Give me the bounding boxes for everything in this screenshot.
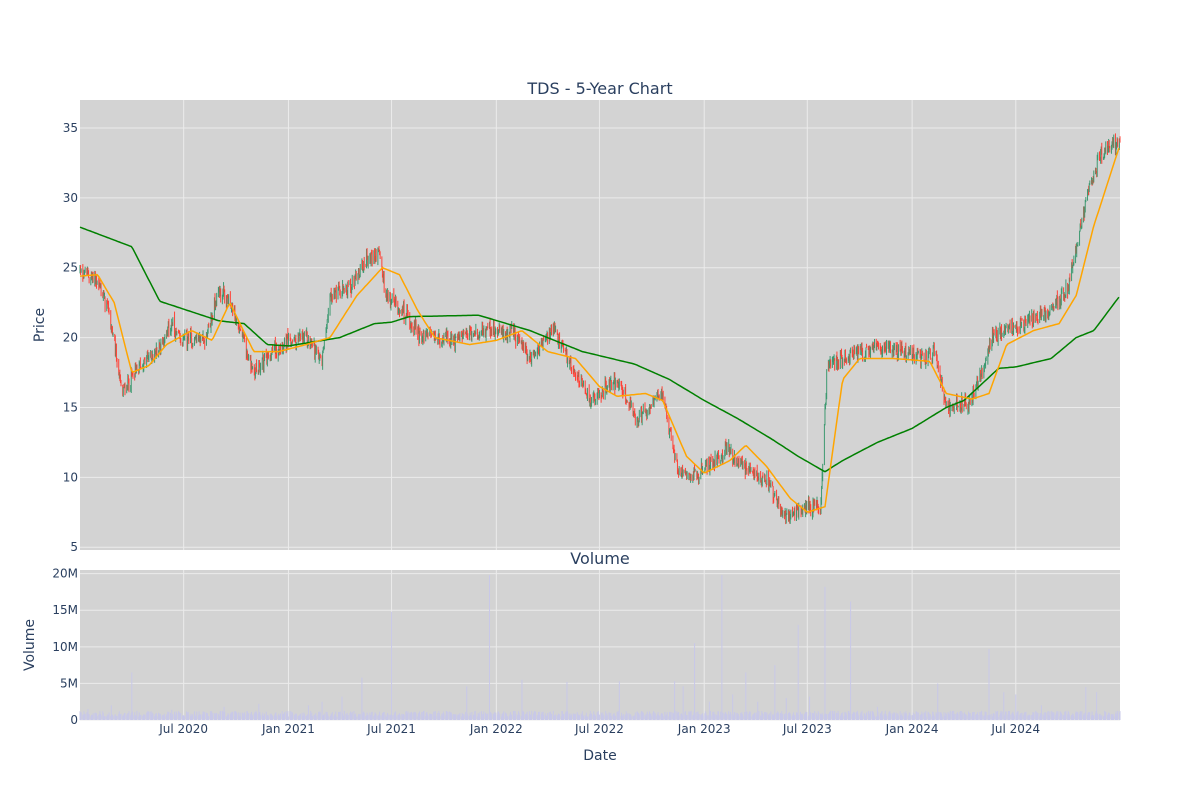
volume-x-ticks: Jul 2020 Jan 2021 Jul 2021 Jan 2022 Jul 2022… [158,722,1040,736]
volume-chart-title: Volume [570,549,630,568]
price-y-tick-label: 15 [63,400,78,414]
price-lines [79,147,1120,513]
volume-y-tick-label: 20M [52,567,78,581]
volume-gridlines [80,570,1120,721]
x-tick-label: Jul 2023 [782,722,832,736]
short-moving-average-line [79,147,1120,513]
volume-y-tick-label: 10M [52,640,78,654]
price-y-tick-label: 10 [63,470,78,484]
volume-y-tick-label: 5M [60,676,78,690]
price-y-tick-label: 5 [70,540,78,554]
volume-y-axis-label: Volume [22,619,38,671]
price-plot-area [80,100,1120,550]
volume-y-ticks: 0 5M 10M 15M 20M [52,567,78,727]
price-chart-title: TDS - 5-Year Chart [526,79,672,98]
volume-y-tick-label: 0 [70,713,78,727]
volume-plot-area [80,570,1120,720]
x-tick-label: Jul 2020 [158,722,208,736]
x-tick-label: Jul 2021 [366,722,416,736]
long-moving-average-line [79,226,1120,473]
price-y-axis-label: Price [32,308,48,342]
x-axis-label: Date [583,748,616,764]
volume-bars [79,575,1121,720]
price-y-tick-label: 30 [63,191,78,205]
x-tick-label: Jul 2024 [990,722,1040,736]
price-y-tick-label: 20 [63,331,78,345]
price-gridlines [80,100,1120,550]
price-candles [79,133,1121,525]
x-tick-label: Jan 2021 [261,722,315,736]
price-y-ticks: 5 10 15 20 25 30 35 [63,121,78,554]
x-tick-label: Jul 2022 [574,722,624,736]
x-tick-label: Jan 2023 [677,722,731,736]
x-tick-label: Jan 2024 [885,722,939,736]
volume-y-tick-label: 15M [52,603,78,617]
price-y-tick-label: 35 [63,121,78,135]
x-tick-label: Jan 2022 [469,722,523,736]
price-y-tick-label: 25 [63,261,78,275]
